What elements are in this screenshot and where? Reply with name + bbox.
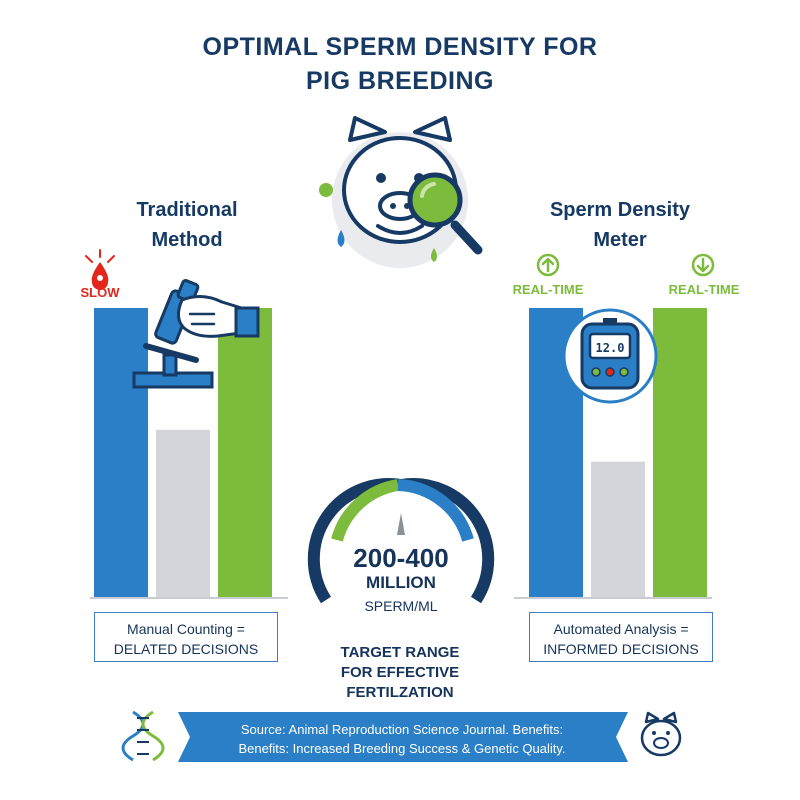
target-caption-line-1: TARGET RANGE — [340, 644, 460, 661]
target-caption-line-3: FERTILZATION — [346, 684, 454, 701]
gauge-unit: MILLION — [366, 573, 436, 592]
meter-display-text: 12.0 — [596, 341, 625, 355]
left-bar-2 — [156, 429, 210, 598]
right-bar-3 — [653, 308, 707, 598]
right-heading-line-2: Meter — [593, 229, 647, 251]
right-heading-line-1: Sperm Density — [549, 199, 691, 221]
pig-magnifier-icon — [319, 116, 483, 268]
left-bar-1 — [94, 308, 148, 598]
arrow-up-circle-icon — [536, 253, 560, 277]
source-line-2: Benefits: Increased Breeding Success & G… — [238, 741, 566, 756]
left-bar-3 — [218, 308, 272, 598]
range-gauge — [307, 478, 495, 604]
arrow-down-circle-icon — [691, 253, 715, 277]
left-caption-line-2: DELATED DECISIONS — [113, 641, 259, 657]
title-line-2: PIG BREEDING — [306, 67, 494, 95]
gauge-range-value: 200-400 — [353, 543, 449, 573]
right-caption-box: Automated Analysis = INFORMED DECISIONS — [529, 612, 713, 662]
realtime-badge-label-2: REAL-TIME — [668, 282, 740, 297]
target-range-caption: TARGET RANGE FOR EFFECTIVE FERTILZATION — [280, 643, 520, 703]
left-caption-box: Manual Counting = DELATED DECISIONS — [94, 612, 278, 662]
source-line-1: Source: Animal Reproduction Science Jour… — [240, 722, 564, 737]
left-panel-heading: Traditional Method — [77, 195, 297, 255]
dna-icon — [121, 710, 165, 762]
left-caption-line-1: Manual Counting = — [127, 621, 245, 637]
blood-drop-icon — [85, 249, 115, 290]
hand-microscope-icon — [132, 279, 260, 389]
left-bar-chart — [94, 308, 272, 598]
density-meter-icon: 12.0 — [562, 308, 658, 404]
slow-badge-label: SLOW — [80, 285, 120, 300]
realtime-badge-label-1: REAL-TIME — [512, 282, 584, 297]
gauge-sub-unit: SPERM/ML — [364, 598, 438, 614]
left-heading-line-1: Traditional — [136, 199, 238, 221]
gauge-needle — [397, 513, 405, 535]
source-banner — [178, 712, 628, 762]
left-heading-line-2: Method — [151, 229, 223, 251]
right-panel-heading: Sperm Density Meter — [510, 195, 730, 255]
source-text: Source: Animal Reproduction Science Jour… — [192, 720, 612, 758]
pig-face-icon — [640, 711, 682, 757]
right-caption-line-2: INFORMED DECISIONS — [543, 641, 699, 657]
page-title: OPTIMAL SPERM DENSITY FOR PIG BREEDING — [0, 30, 800, 98]
right-caption-line-1: Automated Analysis = — [553, 621, 689, 637]
title-line-1: OPTIMAL SPERM DENSITY FOR — [202, 33, 598, 61]
target-caption-line-2: FOR EFFECTIVE — [340, 664, 460, 681]
right-bar-2 — [591, 461, 645, 598]
